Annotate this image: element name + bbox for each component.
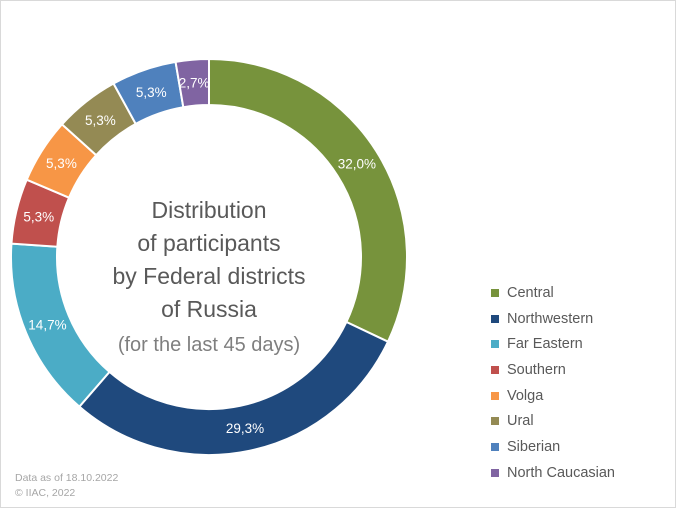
- slice-label-north-caucasian: 2,7%: [179, 76, 210, 91]
- title-line-1: Distribution: [151, 197, 267, 223]
- legend-swatch: [491, 288, 499, 297]
- legend-label: Northwestern: [507, 310, 594, 327]
- legend-label: Volga: [507, 387, 544, 404]
- slice-label-northwestern: 29,3%: [226, 421, 264, 436]
- legend-item-volga: Volga: [491, 383, 615, 409]
- slice-label-southern: 5,3%: [23, 209, 54, 224]
- chart-legend: Central Northwestern Far Eastern Southern Vo…: [491, 280, 615, 486]
- legend-swatch: [491, 365, 499, 374]
- slice-label-ural: 5,3%: [85, 113, 116, 128]
- legend-label: Southern: [507, 361, 566, 378]
- legend-item-central: Central: [491, 280, 615, 306]
- legend-item-north-caucasian: North Caucasian: [491, 460, 615, 486]
- legend-swatch: [491, 340, 499, 349]
- legend-label: Far Eastern: [507, 336, 583, 353]
- legend-swatch: [491, 468, 499, 477]
- legend-label: Siberian: [507, 438, 561, 455]
- title-line-4: of Russia: [161, 296, 257, 322]
- legend-item-southern: Southern: [491, 357, 615, 383]
- slice-label-siberian: 5,3%: [136, 85, 167, 100]
- legend-item-far-eastern: Far Eastern: [491, 331, 615, 357]
- legend-item-siberian: Siberian: [491, 434, 615, 460]
- footnote: Data as of 18.10.2022 © IIAC, 2022: [15, 471, 118, 501]
- slice-north-caucasian: [174, 57, 210, 109]
- chart-subtitle: (for the last 45 days): [117, 334, 301, 356]
- title-line-2: of participants: [137, 230, 281, 256]
- legend-label: Ural: [507, 413, 534, 430]
- footnote-copyright: © IIAC, 2022: [15, 487, 76, 499]
- legend-label: Central: [507, 284, 554, 301]
- legend-swatch: [491, 442, 499, 451]
- footnote-date: Data as of 18.10.2022: [15, 472, 119, 484]
- legend-item-ural: Ural: [491, 408, 615, 434]
- slice-label-far-eastern: 14,7%: [28, 317, 66, 332]
- title-line-3: by Federal districts: [112, 263, 306, 289]
- legend-item-northwestern: Northwestern: [491, 306, 615, 332]
- legend-swatch: [491, 417, 499, 426]
- slice-label-central: 32,0%: [338, 156, 376, 171]
- chart-title: Distribution of participants by Federal …: [89, 194, 329, 326]
- slice-label-volga: 5,3%: [46, 156, 77, 171]
- legend-label: North Caucasian: [507, 464, 615, 481]
- legend-swatch: [491, 391, 499, 400]
- legend-swatch: [491, 314, 499, 323]
